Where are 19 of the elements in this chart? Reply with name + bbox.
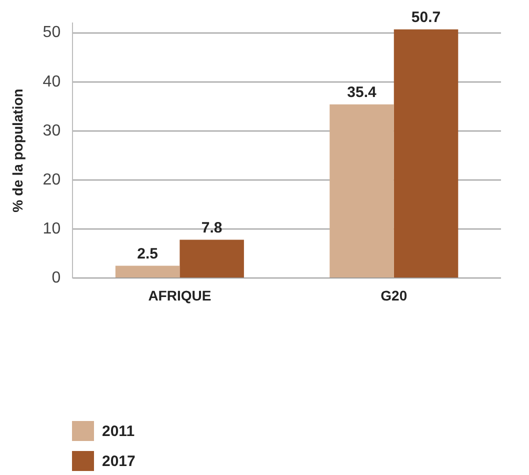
legend-label: 2011 <box>102 422 135 440</box>
data-label: 35.4 <box>347 84 378 102</box>
data-label: 2.5 <box>137 245 158 262</box>
x-tick-label: G20 <box>380 287 408 304</box>
data-label: 7.8 <box>201 219 222 236</box>
y-tick-label: 0 <box>52 269 61 286</box>
y-tick-label: 50 <box>42 24 61 42</box>
y-tick-label: 40 <box>42 73 61 90</box>
y-tick-label: 30 <box>42 122 61 140</box>
legend-label: 2017 <box>102 452 136 470</box>
bar <box>115 266 180 278</box>
bar <box>394 29 458 278</box>
y-axis-title: % de la population <box>9 88 26 212</box>
bar <box>330 104 394 278</box>
y-tick-label: 10 <box>42 220 61 238</box>
bar <box>180 240 244 278</box>
y-tick-label: 20 <box>42 171 61 188</box>
data-label: 50.7 <box>411 9 441 26</box>
x-tick-label: AFRIQUE <box>148 287 212 304</box>
